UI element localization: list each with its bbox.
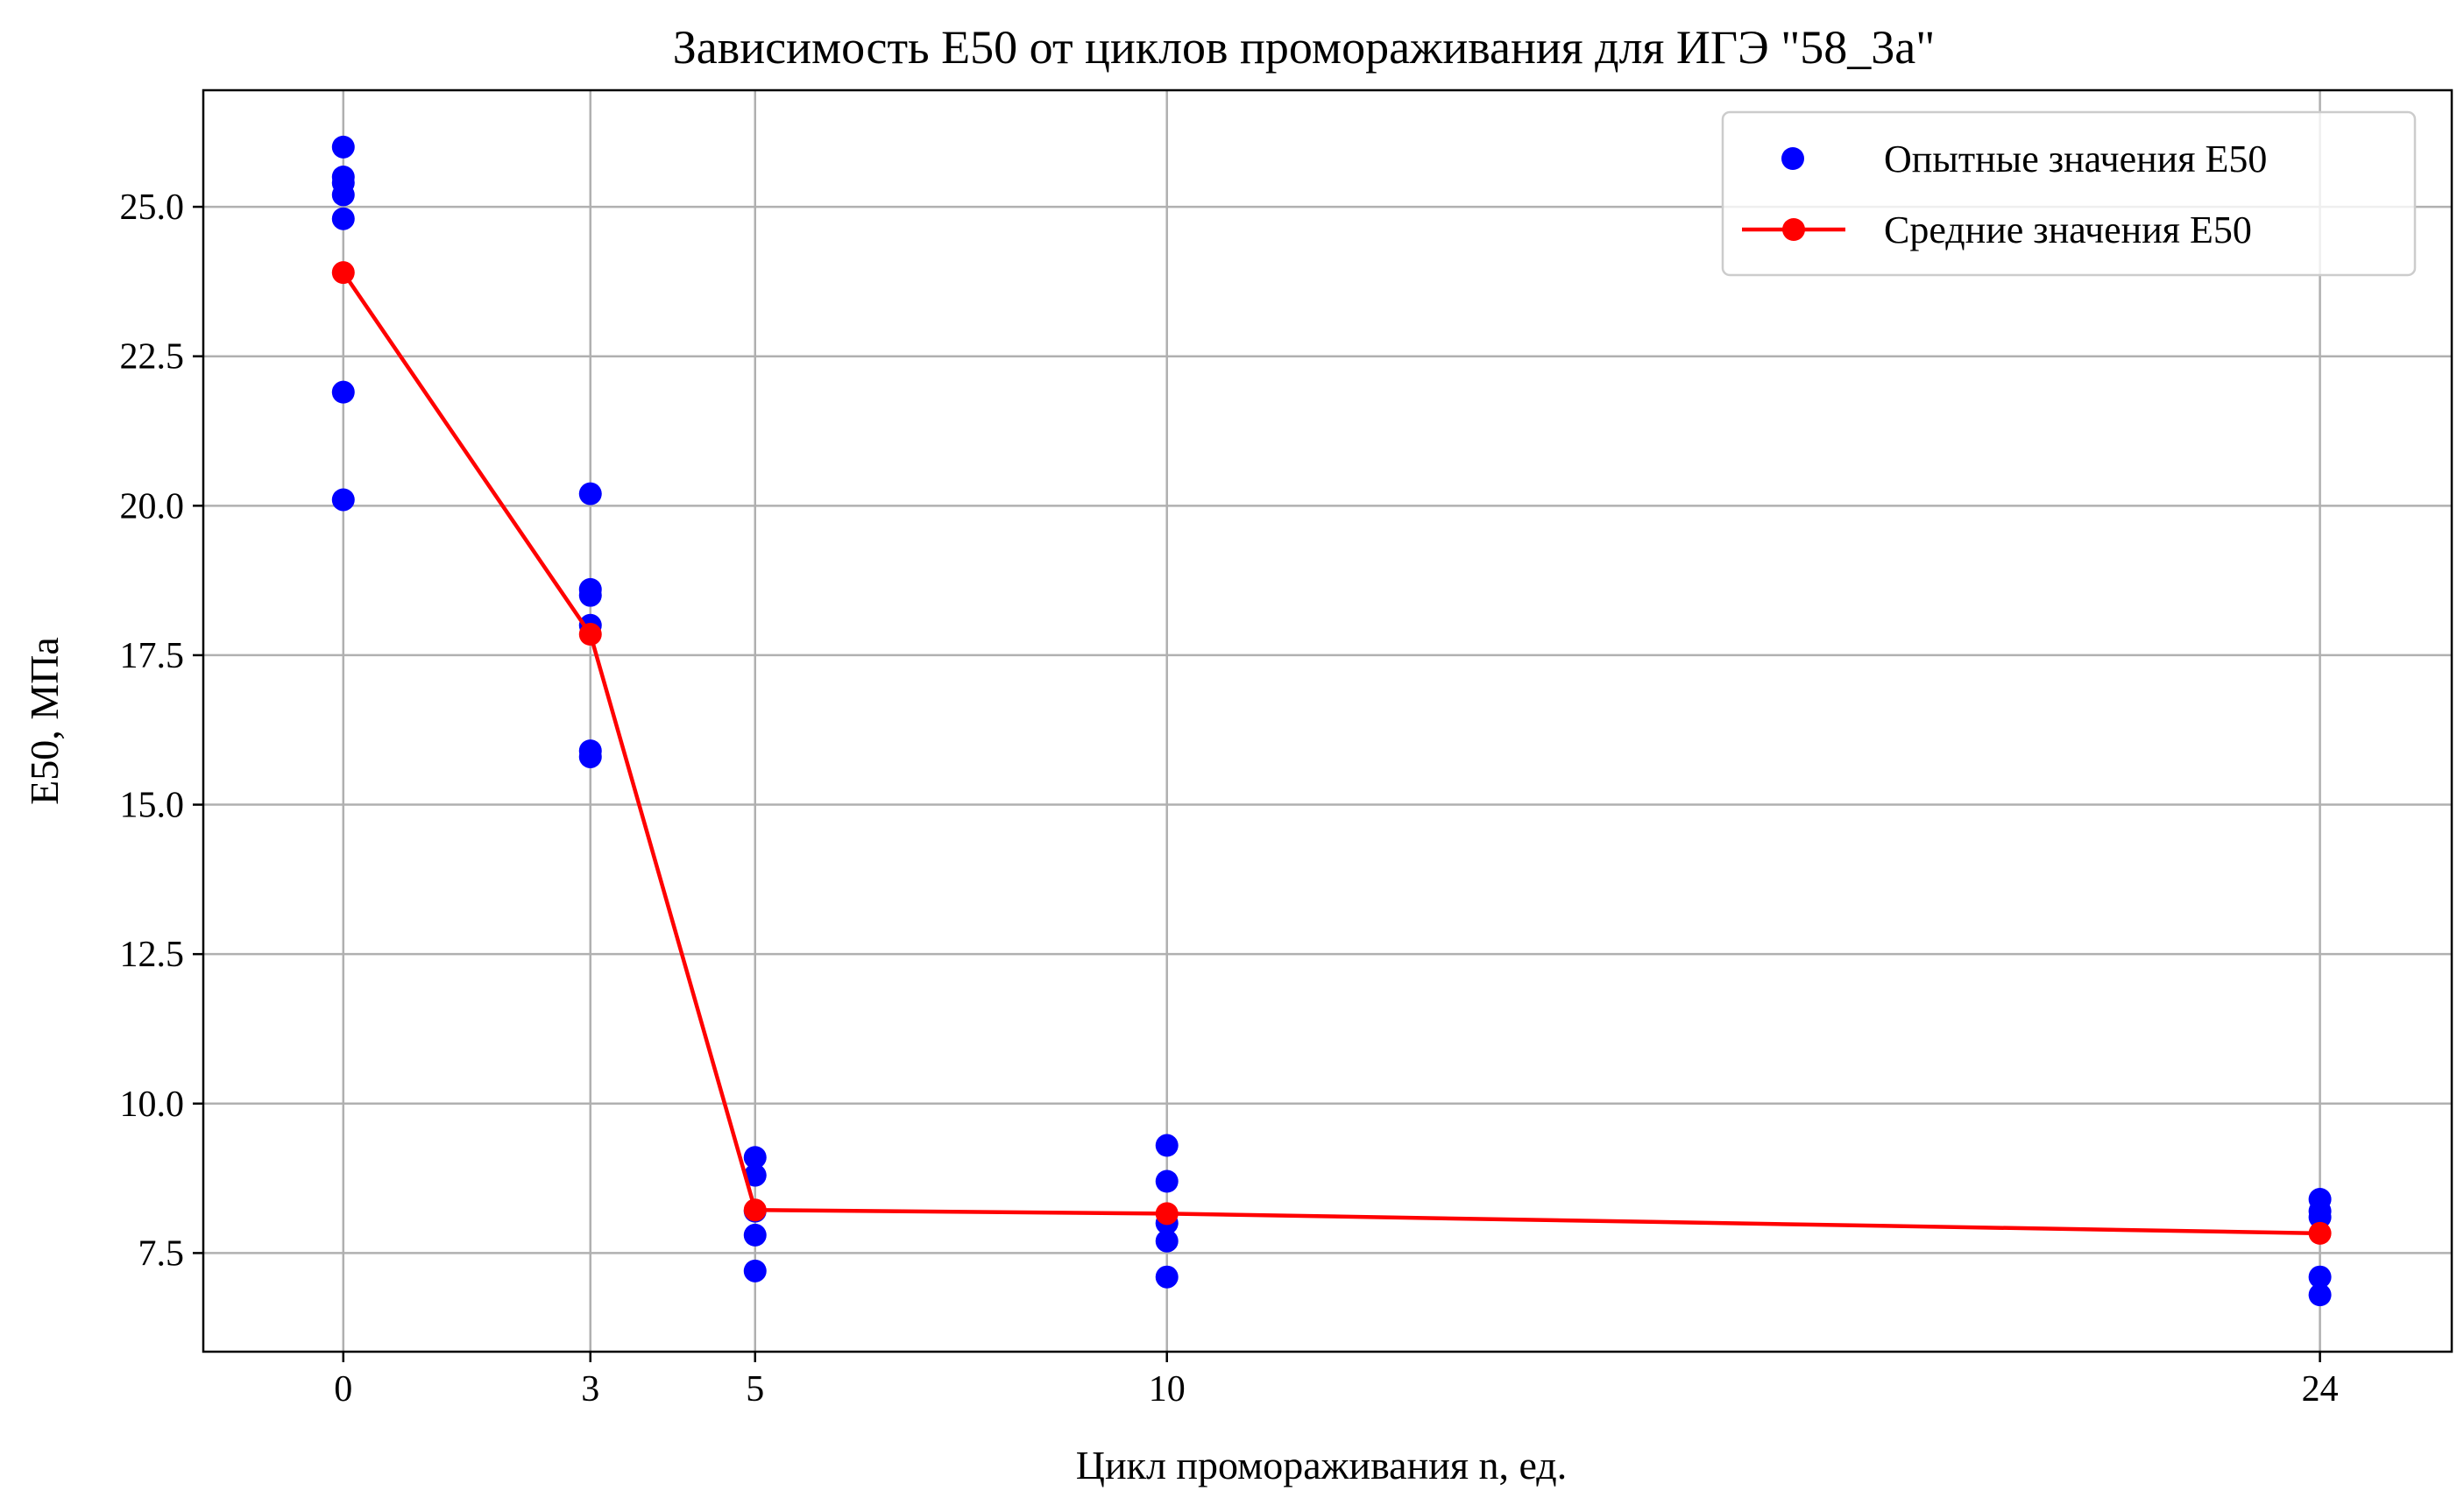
y-tick-label: 20.0 [120,486,185,526]
legend: Опытные значения E50 Средние значения E5… [1721,110,2417,277]
y-tick-label: 7.5 [138,1233,185,1274]
data-point-experimental [331,380,355,404]
data-point-mean [1155,1202,1179,1226]
y-tick-label: 12.5 [120,935,185,975]
data-point-experimental [743,1223,767,1247]
x-tick-label: 0 [334,1369,352,1410]
x-tick-label: 10 [1149,1369,1186,1410]
data-point-experimental [1155,1229,1179,1253]
series-mean [331,261,2332,1245]
data-point-experimental [578,745,602,768]
data-point-experimental [578,583,602,607]
x-tick-label: 24 [2302,1369,2339,1410]
x-tick-label: 5 [746,1369,764,1410]
y-tick-label: 15.0 [120,786,185,826]
y-axis-label: E50, МПа [22,637,67,805]
y-tick-label: 25.0 [120,187,185,228]
data-point-experimental [2308,1265,2332,1289]
data-point-mean [331,261,355,285]
data-point-experimental [2308,1283,2332,1307]
legend-label-experimental: Опытные значения E50 [1884,138,2267,180]
data-point-experimental [2308,1205,2332,1229]
x-tick-label: 3 [581,1369,599,1410]
y-tick-label: 22.5 [120,337,185,378]
data-point-experimental [1155,1134,1179,1157]
data-point-experimental [743,1259,767,1282]
data-point-mean [743,1198,767,1222]
legend-label-mean: Средние значения E50 [1884,208,2252,251]
chart-title: Зависимость E50 от циклов промораживания… [673,21,1936,74]
plot-series [331,135,2332,1307]
data-point-experimental [331,207,355,230]
x-axis-label: Цикл промораживания n, ед. [1076,1443,1567,1487]
data-point-experimental [578,482,602,505]
data-point-experimental [331,488,355,512]
data-point-experimental [331,135,355,159]
axis-ticks: 0 3 5 10 24 7.5 10.0 12.5 15.0 17.5 20.0 22.5 25.0 [120,187,2339,1410]
legend-box [1721,110,2417,277]
data-point-experimental [1155,1169,1179,1193]
data-point-experimental [743,1163,767,1187]
data-point-mean [2308,1221,2332,1245]
y-tick-label: 10.0 [120,1085,185,1125]
data-point-experimental [743,1146,767,1169]
legend-line-point [1782,218,1805,241]
data-point-experimental [331,183,355,207]
grid [203,90,2452,1352]
data-point-experimental [1155,1265,1179,1289]
y-tick-label: 17.5 [120,636,185,676]
legend-scatter-marker [1781,147,1804,170]
series-experimental [331,135,2332,1307]
plot-frame [202,88,2453,1353]
data-point-mean [578,623,602,646]
